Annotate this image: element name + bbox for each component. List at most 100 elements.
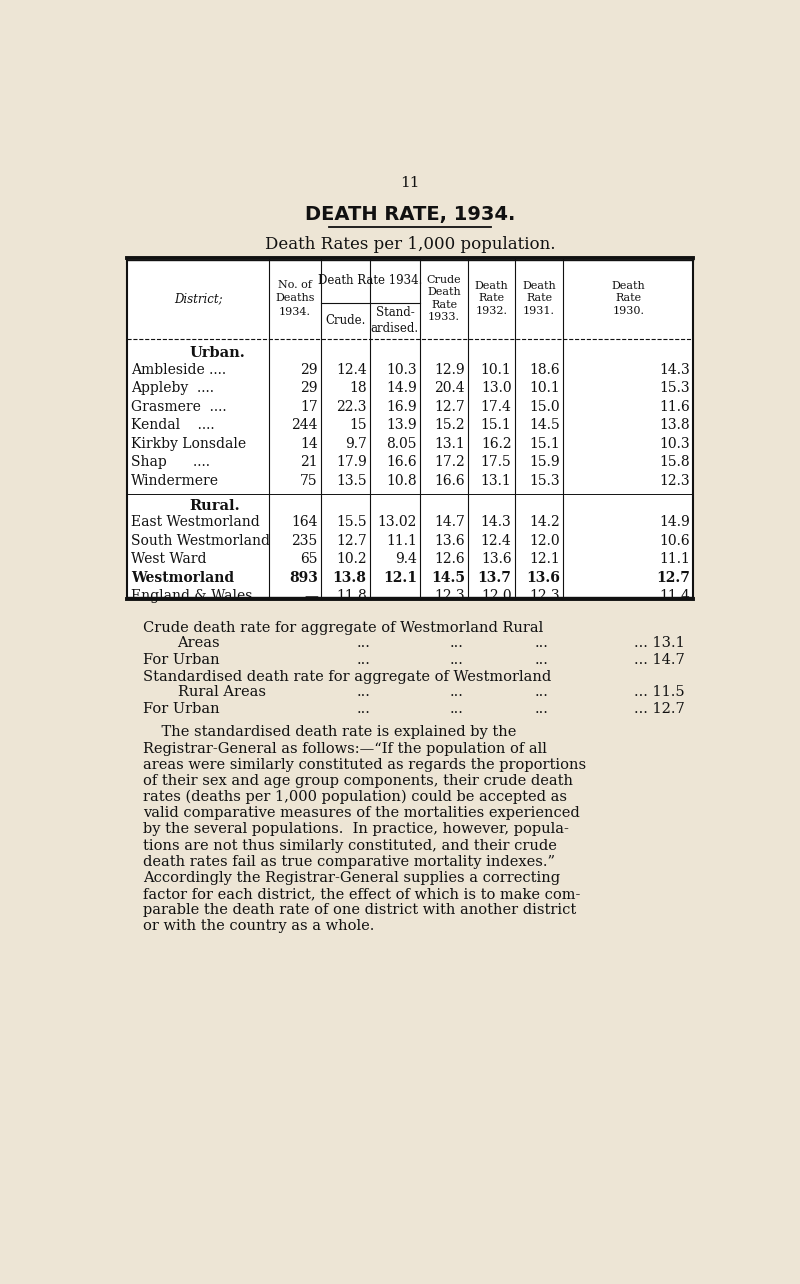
Text: 12.4: 12.4 (481, 534, 511, 547)
Text: 14.9: 14.9 (386, 381, 417, 395)
Text: 65: 65 (300, 552, 318, 566)
Text: 14.5: 14.5 (530, 419, 560, 433)
Text: Registrar-General as follows:—“If the population of all: Registrar-General as follows:—“If the po… (142, 742, 546, 755)
Text: death rates fail as true comparative mortality indexes.”: death rates fail as true comparative mor… (142, 855, 554, 869)
Text: 14.3: 14.3 (481, 515, 511, 529)
Text: areas were similarly constituted as regards the proportions: areas were similarly constituted as rega… (142, 758, 586, 772)
Text: 13.6: 13.6 (434, 534, 465, 547)
Text: Accordingly the Registrar-General supplies a correcting: Accordingly the Registrar-General suppli… (142, 871, 560, 885)
Text: 13.02: 13.02 (378, 515, 417, 529)
Text: 16.9: 16.9 (386, 399, 417, 413)
Text: 17.5: 17.5 (481, 455, 511, 469)
Text: 14.9: 14.9 (659, 515, 690, 529)
Text: 29: 29 (300, 381, 318, 395)
Text: 893: 893 (289, 570, 318, 584)
Text: 15.3: 15.3 (530, 474, 560, 488)
Text: 14.3: 14.3 (659, 362, 690, 376)
Text: 10.3: 10.3 (386, 362, 417, 376)
Text: Westmorland: Westmorland (131, 570, 234, 584)
Text: Grasmere  ....: Grasmere .... (131, 399, 226, 413)
Text: 10.8: 10.8 (386, 474, 417, 488)
Text: 11.6: 11.6 (659, 399, 690, 413)
Text: 17.2: 17.2 (434, 455, 465, 469)
Text: 18: 18 (349, 381, 366, 395)
Text: ...: ... (535, 654, 549, 668)
Text: ...: ... (357, 654, 370, 668)
Text: Urban.: Urban. (189, 347, 245, 360)
Text: 11.1: 11.1 (386, 534, 417, 547)
Text: West Ward: West Ward (131, 552, 206, 566)
Text: ...: ... (357, 702, 370, 716)
Text: ... 13.1: ... 13.1 (634, 636, 685, 650)
Text: East Westmorland: East Westmorland (131, 515, 260, 529)
Text: 12.7: 12.7 (336, 534, 366, 547)
Text: 15.8: 15.8 (659, 455, 690, 469)
Text: 12.1: 12.1 (530, 552, 560, 566)
Text: valid comparative measures of the mortalities experienced: valid comparative measures of the mortal… (142, 806, 579, 820)
Text: Death
Rate
1931.: Death Rate 1931. (522, 281, 556, 316)
Text: DEATH RATE, 1934.: DEATH RATE, 1934. (305, 204, 515, 223)
Text: 13.5: 13.5 (336, 474, 366, 488)
Text: 14: 14 (300, 437, 318, 451)
Text: ...: ... (357, 636, 370, 650)
Text: Crude
Death
Rate
1933.: Crude Death Rate 1933. (426, 275, 462, 322)
Text: 10.3: 10.3 (659, 437, 690, 451)
Text: 15.1: 15.1 (481, 419, 511, 433)
Text: No. of
Deaths
1934.: No. of Deaths 1934. (275, 280, 314, 317)
Text: Shap      ....: Shap .... (131, 455, 210, 469)
Text: —: — (304, 589, 318, 603)
Text: Crude.: Crude. (325, 315, 366, 327)
Text: 15.5: 15.5 (336, 515, 366, 529)
Text: Rural Areas: Rural Areas (178, 686, 266, 700)
Text: 17.4: 17.4 (481, 399, 511, 413)
Text: 21: 21 (300, 455, 318, 469)
Text: 15.9: 15.9 (530, 455, 560, 469)
Text: ...: ... (357, 686, 370, 700)
Text: Windermere: Windermere (131, 474, 219, 488)
Text: rates (deaths per 1,000 population) could be accepted as: rates (deaths per 1,000 population) coul… (142, 790, 566, 805)
Text: 10.1: 10.1 (481, 362, 511, 376)
Text: 15.0: 15.0 (530, 399, 560, 413)
Text: Ambleside ....: Ambleside .... (131, 362, 226, 376)
Text: 11.1: 11.1 (659, 552, 690, 566)
Text: ...: ... (535, 686, 549, 700)
Text: ...: ... (450, 686, 463, 700)
Text: 12.0: 12.0 (481, 589, 511, 603)
Text: 13.7: 13.7 (478, 570, 511, 584)
Text: Death
Rate
1930.: Death Rate 1930. (611, 281, 645, 316)
Text: 12.3: 12.3 (434, 589, 465, 603)
Text: parable the death rate of one district with another district: parable the death rate of one district w… (142, 903, 576, 917)
Text: 10.6: 10.6 (659, 534, 690, 547)
Text: 12.7: 12.7 (434, 399, 465, 413)
Text: Stand-
ardised.: Stand- ardised. (371, 307, 419, 335)
Text: 15.2: 15.2 (434, 419, 465, 433)
Text: Standardised death rate for aggregate of Westmorland: Standardised death rate for aggregate of… (142, 670, 551, 684)
Text: 17: 17 (300, 399, 318, 413)
Text: 12.4: 12.4 (336, 362, 366, 376)
Text: 12.3: 12.3 (659, 474, 690, 488)
Text: 11.4: 11.4 (659, 589, 690, 603)
Text: Crude death rate for aggregate of Westmorland Rural: Crude death rate for aggregate of Westmo… (142, 620, 543, 634)
Text: 15.3: 15.3 (659, 381, 690, 395)
Text: 15.1: 15.1 (530, 437, 560, 451)
Text: 8.05: 8.05 (386, 437, 417, 451)
Text: 235: 235 (291, 534, 318, 547)
Text: 12.0: 12.0 (530, 534, 560, 547)
Text: 13.9: 13.9 (386, 419, 417, 433)
Text: ...: ... (450, 636, 463, 650)
Text: ... 11.5: ... 11.5 (634, 686, 685, 700)
Text: 13.8: 13.8 (659, 419, 690, 433)
Text: 14.5: 14.5 (431, 570, 465, 584)
Text: 29: 29 (300, 362, 318, 376)
Text: 12.7: 12.7 (656, 570, 690, 584)
Text: 16.6: 16.6 (386, 455, 417, 469)
Text: 16.6: 16.6 (434, 474, 465, 488)
Text: Kendal    ....: Kendal .... (131, 419, 214, 433)
Text: 75: 75 (300, 474, 318, 488)
Text: 15: 15 (349, 419, 366, 433)
Text: factor for each district, the effect of which is to make com-: factor for each district, the effect of … (142, 887, 580, 901)
Text: 12.6: 12.6 (434, 552, 465, 566)
Text: ...: ... (535, 636, 549, 650)
Text: 13.1: 13.1 (434, 437, 465, 451)
Text: Rural.: Rural. (189, 499, 240, 514)
